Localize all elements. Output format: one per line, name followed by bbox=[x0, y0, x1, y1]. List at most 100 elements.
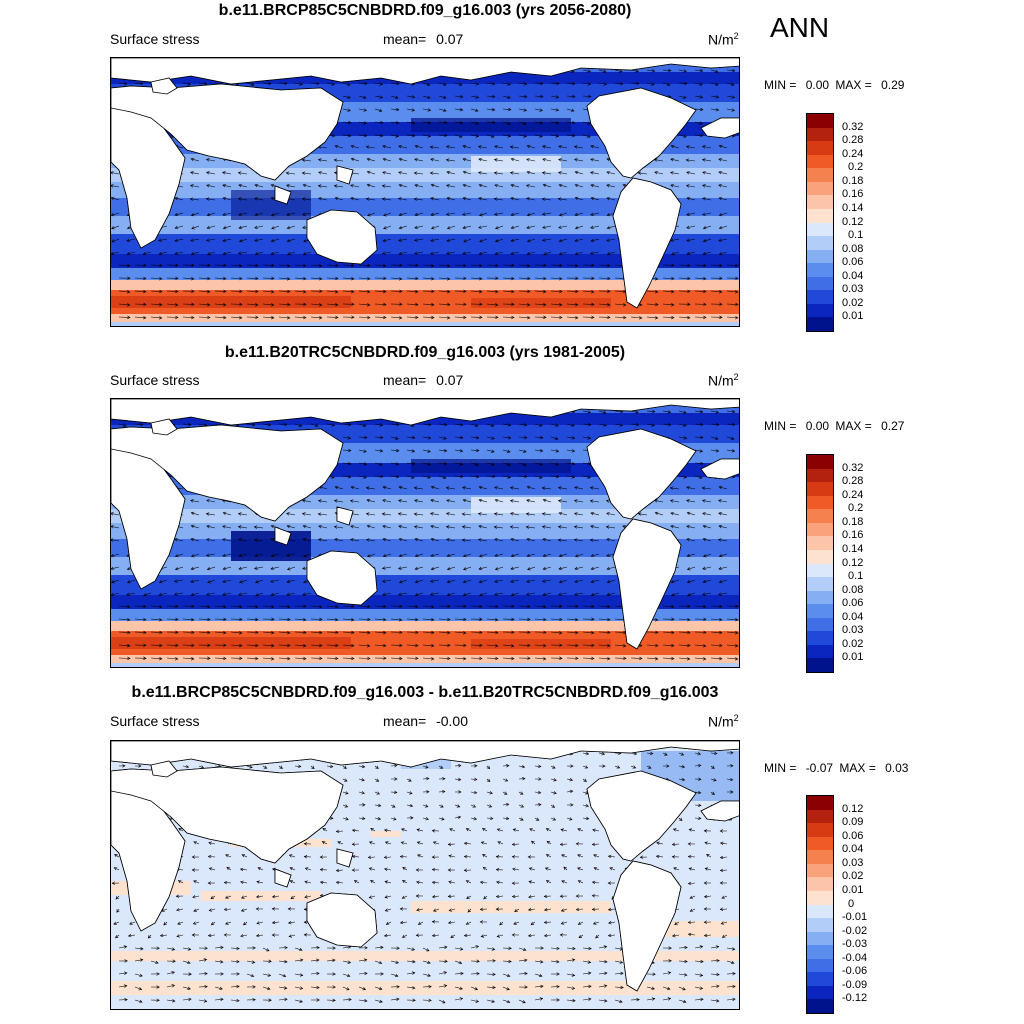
panel-3-map bbox=[110, 740, 740, 1010]
colorbar-tick-label: 0.04 bbox=[842, 610, 864, 623]
colorbar-box bbox=[807, 549, 833, 564]
panel-3-units: N/m2 bbox=[708, 713, 739, 730]
colorbar-box bbox=[807, 195, 833, 210]
max-value: 0.27 bbox=[881, 419, 905, 433]
colorbar-box bbox=[807, 317, 833, 332]
min-label: MIN = bbox=[764, 78, 797, 92]
mean-value: -0.00 bbox=[436, 713, 469, 729]
panel-2-minmax: MIN = 0.00 MAX = 0.27 bbox=[764, 419, 904, 433]
colorbar-box bbox=[807, 877, 833, 892]
colorbar-box bbox=[807, 617, 833, 632]
land-masses bbox=[111, 399, 739, 650]
units-text: N/m bbox=[708, 713, 734, 730]
colorbar-box bbox=[807, 222, 833, 237]
units-sup: 2 bbox=[733, 372, 739, 382]
panel-3-field-label: Surface stress bbox=[110, 713, 200, 729]
colorbar-box bbox=[807, 495, 833, 510]
colorbar-tick-label: 0.32 bbox=[842, 120, 864, 133]
land-masses bbox=[111, 58, 739, 309]
panel-1-units: N/m2 bbox=[708, 31, 739, 48]
colorbar-box bbox=[807, 590, 833, 605]
colorbar-tick-label: 0.32 bbox=[842, 461, 864, 474]
colorbar-box bbox=[807, 604, 833, 619]
colorbar-box bbox=[807, 208, 833, 223]
panel-2-colorbar bbox=[806, 454, 834, 673]
colorbar-box bbox=[807, 509, 833, 524]
colorbar-tick-label: 0.28 bbox=[842, 134, 864, 147]
colorbar-box bbox=[807, 796, 833, 810]
max-label: MAX = bbox=[835, 78, 872, 92]
colorbar-box bbox=[807, 536, 833, 551]
panel-2-mean: mean= 0.07 bbox=[383, 372, 463, 388]
colorbar-box bbox=[807, 154, 833, 169]
max-label: MAX = bbox=[835, 419, 872, 433]
colorbar-tick-label: 0.24 bbox=[842, 147, 864, 160]
colorbar-tick-label: 0.18 bbox=[842, 174, 864, 187]
mean-value: 0.07 bbox=[436, 31, 464, 47]
colorbar-tick-label: 0.2 bbox=[848, 502, 864, 515]
colorbar-box bbox=[807, 577, 833, 591]
colorbar-box bbox=[807, 455, 833, 469]
colorbar-tick-label: 0.06 bbox=[842, 829, 864, 842]
panel-1-title: b.e11.BRCP85C5CNBDRD.f09_g16.003 (yrs 20… bbox=[218, 2, 632, 19]
max-label: MAX = bbox=[839, 761, 876, 775]
colorbar-box bbox=[807, 181, 833, 196]
mean-label: mean= bbox=[383, 372, 427, 388]
colorbar-tick-label: 0.12 bbox=[842, 802, 864, 815]
colorbar-box bbox=[807, 945, 833, 960]
colorbar-box bbox=[807, 644, 833, 659]
colorbar-box bbox=[807, 823, 833, 837]
colorbar-tick-label: 0.12 bbox=[842, 215, 864, 228]
colorbar-tick-label: 0.04 bbox=[842, 843, 864, 856]
colorbar-box bbox=[807, 631, 833, 646]
colorbar-tick-label: -0.09 bbox=[842, 978, 868, 991]
colorbar-tick-label: 0.03 bbox=[842, 283, 864, 296]
panel-2-title: b.e11.B20TRC5CNBDRD.f09_g16.003 (yrs 198… bbox=[224, 344, 626, 361]
mean-value: 0.07 bbox=[436, 372, 464, 388]
colorbar-box bbox=[807, 658, 833, 673]
units-text: N/m bbox=[708, 372, 734, 389]
colorbar-tick-label: 0.01 bbox=[842, 883, 864, 896]
colorbar-tick-label: 0.14 bbox=[842, 201, 864, 214]
colorbar-box bbox=[807, 468, 833, 483]
colorbar-box bbox=[807, 850, 833, 865]
colorbar-tick-label: 0.1 bbox=[848, 229, 864, 242]
colorbar-tick-label: 0.12 bbox=[842, 556, 864, 569]
colorbar-tick-label: 0.08 bbox=[842, 242, 864, 255]
min-value: -0.07 bbox=[805, 761, 834, 775]
panel-2-map-graphic bbox=[111, 399, 739, 667]
colorbar-tick-label: -0.03 bbox=[842, 938, 868, 951]
colorbar-box bbox=[807, 522, 833, 537]
colorbar-tick-label: 0.03 bbox=[842, 856, 864, 869]
colorbar-tick-label: 0.2 bbox=[848, 161, 864, 174]
units-sup: 2 bbox=[733, 31, 739, 41]
panel-2-map bbox=[110, 398, 740, 668]
panel-3-minmax: MIN = -0.07 MAX = 0.03 bbox=[764, 761, 908, 775]
colorbar-box bbox=[807, 999, 833, 1014]
colorbar-tick-label: 0.09 bbox=[842, 816, 864, 829]
colorbar-box bbox=[807, 836, 833, 851]
colorbar-box bbox=[807, 890, 833, 905]
colorbar-tick-label: 0.28 bbox=[842, 475, 864, 488]
panel-3-colorbar bbox=[806, 795, 834, 1014]
colorbar-box bbox=[807, 249, 833, 264]
land-masses bbox=[111, 741, 739, 992]
colorbar-tick-label: 0.24 bbox=[842, 488, 864, 501]
colorbar-box bbox=[807, 904, 833, 919]
min-label: MIN = bbox=[764, 419, 797, 433]
colorbar-tick-label: 0.08 bbox=[842, 583, 864, 596]
season-label: ANN bbox=[770, 12, 830, 43]
colorbar-tick-label: 0.16 bbox=[842, 529, 864, 542]
colorbar-box bbox=[807, 303, 833, 318]
colorbar-box bbox=[807, 236, 833, 250]
colorbar-tick-label: 0.04 bbox=[842, 269, 864, 282]
colorbar-box bbox=[807, 931, 833, 946]
colorbar-box bbox=[807, 985, 833, 1000]
colorbar-tick-label: 0.01 bbox=[842, 310, 864, 323]
mean-label: mean= bbox=[383, 31, 427, 47]
colorbar-tick-label: 0.01 bbox=[842, 651, 864, 664]
colorbar-box bbox=[807, 168, 833, 183]
colorbar-box bbox=[807, 141, 833, 155]
colorbar-tick-label: 0.02 bbox=[842, 296, 864, 309]
colorbar-box bbox=[807, 972, 833, 987]
